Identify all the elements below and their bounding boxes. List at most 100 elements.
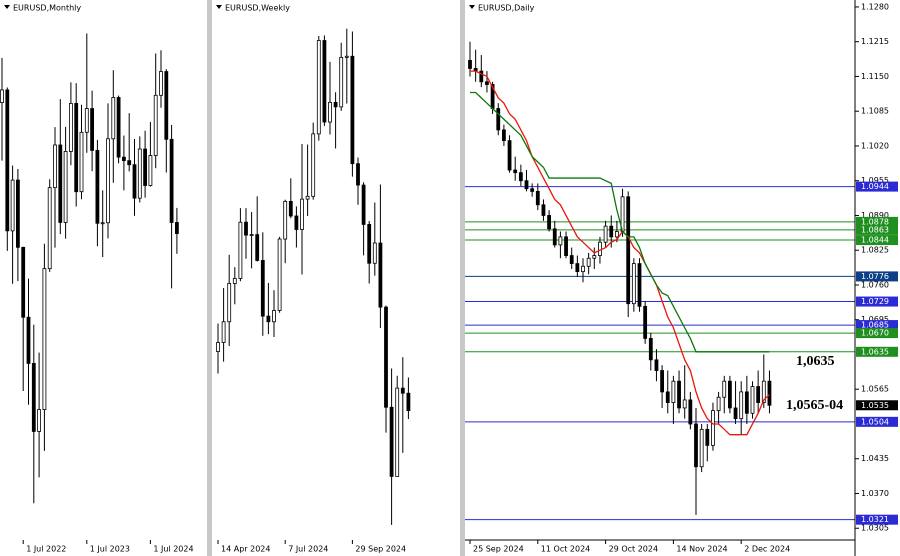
candle-body xyxy=(677,380,681,409)
candle-body xyxy=(395,387,400,477)
candle-body xyxy=(100,222,105,225)
level-label-box xyxy=(856,328,898,339)
candle-body xyxy=(283,200,288,240)
level-label: 1.0635 xyxy=(861,347,889,356)
candle-body xyxy=(468,60,472,69)
panel xyxy=(216,28,411,525)
level-label: 1.0321 xyxy=(861,515,889,524)
candle-body xyxy=(74,103,79,193)
candle-body xyxy=(356,163,360,186)
level-label-box xyxy=(856,346,898,357)
candle-body xyxy=(69,103,73,152)
level-label: 1.0944 xyxy=(861,182,889,191)
candle-body xyxy=(756,386,761,403)
candle-body xyxy=(637,263,642,307)
candle-body xyxy=(733,407,738,420)
candle-body xyxy=(643,305,648,339)
candle-body xyxy=(31,363,36,432)
candle-body xyxy=(58,144,63,223)
candle-body xyxy=(705,428,710,446)
candle-body xyxy=(524,180,529,190)
candle-body xyxy=(227,283,232,323)
last-price-box xyxy=(856,400,898,411)
candle-body xyxy=(322,40,327,123)
candle-body xyxy=(169,138,174,223)
x-tick-label: 2 Dec 2024 xyxy=(744,545,790,554)
candle-body xyxy=(37,409,41,432)
candle-body xyxy=(722,380,727,398)
x-tick-label: 1 Jul 2024 xyxy=(153,545,193,554)
candle-body xyxy=(148,155,153,186)
y-tick-label: 1.0435 xyxy=(861,454,889,463)
candle-body xyxy=(84,108,89,133)
level-label: 1.0670 xyxy=(861,329,889,338)
candle-body xyxy=(372,242,377,264)
candle-body xyxy=(116,97,121,158)
candle-body xyxy=(164,71,169,140)
candle-body xyxy=(609,225,614,238)
candle-body xyxy=(485,81,489,85)
candle-body xyxy=(530,188,535,192)
candle-body xyxy=(316,40,321,135)
candle-body xyxy=(479,70,484,83)
panel xyxy=(0,33,179,504)
y-tick-label: 1.1280 xyxy=(861,2,889,11)
candle-body xyxy=(496,108,501,131)
level-label-box xyxy=(856,235,898,246)
candle-body xyxy=(174,222,179,234)
x-tick-label: 11 Oct 2024 xyxy=(541,545,590,554)
candle-body xyxy=(384,306,388,408)
y-tick-label: 1.0760 xyxy=(861,280,889,289)
candle-body xyxy=(277,238,282,311)
candle-body xyxy=(216,342,220,352)
level-label-box xyxy=(856,320,898,331)
candle-body xyxy=(558,236,563,246)
candle-body xyxy=(615,231,619,238)
candle-body xyxy=(507,140,512,171)
y-tick-label: 1.1215 xyxy=(861,37,889,46)
candle-body xyxy=(95,149,100,224)
candle-body xyxy=(266,315,271,323)
candle-body xyxy=(122,156,126,162)
candle-body xyxy=(547,215,551,230)
panel-separator xyxy=(207,0,212,556)
candle-body xyxy=(53,144,57,189)
candle-body xyxy=(47,187,52,270)
y-tick-label: 1.0565 xyxy=(861,385,889,394)
panel-title: EURUSD,Daily xyxy=(478,4,535,13)
candle-body xyxy=(305,195,310,200)
level-label-box xyxy=(856,181,898,192)
level-label-box xyxy=(856,224,898,235)
candle-body xyxy=(137,148,142,199)
candle-body xyxy=(350,55,355,165)
candle-body xyxy=(159,71,163,96)
y-tick-label: 1.1150 xyxy=(861,72,889,81)
candle-body xyxy=(294,215,299,230)
level-label: 1.0729 xyxy=(861,297,889,306)
panel xyxy=(465,41,855,521)
candle-body xyxy=(389,406,394,477)
annotation: 1,0635 xyxy=(796,354,835,369)
y-tick-label: 1.0695 xyxy=(861,315,889,324)
candle-body xyxy=(603,225,608,243)
candle-body xyxy=(260,260,265,317)
indicator-line xyxy=(470,91,770,353)
level-label: 1.0863 xyxy=(861,225,889,234)
level-label-box xyxy=(856,216,898,227)
candle-body xyxy=(513,169,518,174)
candle-body xyxy=(535,191,540,206)
candle-body xyxy=(586,257,591,267)
candle-body xyxy=(728,380,732,409)
candle-body xyxy=(739,391,744,420)
candle-body xyxy=(238,221,243,279)
candle-body xyxy=(153,94,158,156)
x-tick-label: 1 Jul 2023 xyxy=(90,545,130,554)
candle-body xyxy=(626,196,631,305)
level-label-box xyxy=(856,514,898,525)
candle-body xyxy=(501,129,506,142)
x-tick-label: 7 Jul 2024 xyxy=(288,545,328,554)
candle-body xyxy=(541,204,546,216)
y-tick-label: 1.0825 xyxy=(861,246,889,255)
